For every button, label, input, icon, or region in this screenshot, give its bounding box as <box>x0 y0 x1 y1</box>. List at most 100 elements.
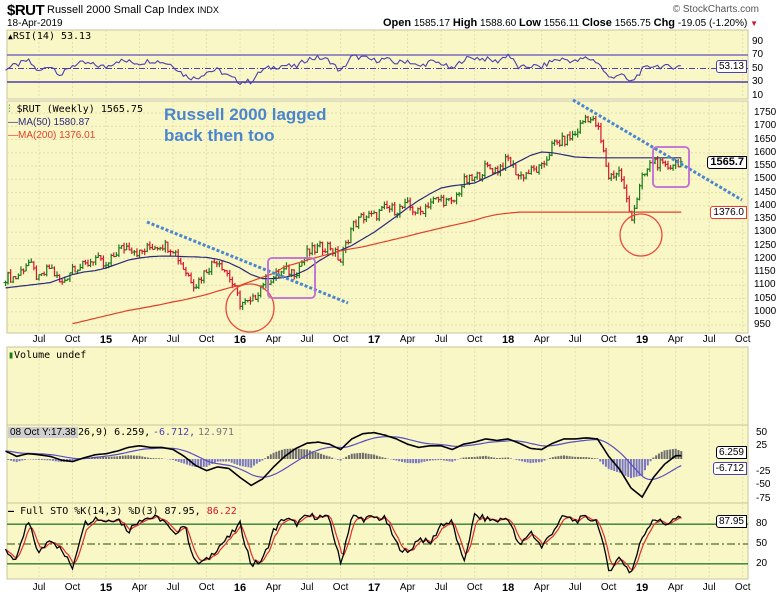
macd-tag: 6.259 <box>715 446 747 459</box>
macd-histogram-bar <box>197 459 200 467</box>
macd-histogram-bar <box>244 459 247 467</box>
x-tick-label: Oct <box>466 582 483 593</box>
macd-histogram-bar <box>602 459 605 465</box>
macd-histogram-bar <box>582 457 585 459</box>
ma200-legend-text: MA(200) 1376.01 <box>18 130 96 141</box>
macd-histogram-bar <box>205 459 208 467</box>
x-tick-label: Jul <box>434 582 448 593</box>
macd-histogram-bar <box>152 458 155 459</box>
price-tick-label: 950 <box>754 319 771 330</box>
trendline-2018 <box>572 98 743 202</box>
x-tick-label: Oct <box>734 582 751 593</box>
macd-histogram-bar <box>521 459 524 462</box>
macd-histogram-bar <box>479 456 482 459</box>
macd-histogram-bar <box>509 458 512 459</box>
macd-histogram-bar <box>211 459 214 464</box>
x-tick-label: Oct <box>198 582 215 593</box>
price-tick-label: 1250 <box>754 239 777 251</box>
macd-histogram-bar <box>180 459 183 463</box>
macd-histogram-bar <box>331 457 334 459</box>
macd-histogram-bar <box>186 459 189 465</box>
x-tick-label: Jul <box>434 334 448 345</box>
open-label: Open <box>382 17 412 29</box>
macd-histogram-bar <box>529 459 532 464</box>
macd-histogram-bar <box>515 459 518 460</box>
chart-panel <box>6 346 749 426</box>
macd-histogram-bar <box>96 456 99 459</box>
x-tick-label: Oct <box>466 334 483 345</box>
macd-signal-value: -6.712, <box>153 427 196 438</box>
macd-histogram-bar <box>38 459 40 460</box>
macd-histogram-bar <box>535 459 538 463</box>
macd-histogram-bar <box>202 459 205 467</box>
macd-histogram-bar <box>149 458 152 459</box>
macd-histogram-bar <box>669 449 672 459</box>
macd-histogram-bar <box>476 456 479 459</box>
macd-histogram-bar <box>219 459 222 462</box>
macd-histogram-bar <box>306 449 309 459</box>
macd-histogram-bar <box>174 459 177 461</box>
macd-histogram-bar <box>361 452 364 459</box>
x-tick-label: Apr <box>399 582 416 593</box>
ma50-line <box>5 151 682 289</box>
x-tick-label: Oct <box>332 334 349 345</box>
macd-histogram-bar <box>378 456 381 459</box>
price-legend: ⫶ $RUT (Weekly) 1565.75 <box>8 104 143 115</box>
macd-histogram-bar <box>57 459 60 462</box>
x-tick-label: Oct <box>600 334 617 345</box>
macd-histogram-bar <box>487 456 490 459</box>
rsi-tag: 53.13 <box>715 60 747 73</box>
macd-histogram-bar <box>624 459 627 476</box>
macd-histogram-bar <box>160 458 163 459</box>
macd-histogram-bar <box>412 459 415 464</box>
ma50-legend-text: MA(50) 1580.87 <box>18 117 90 128</box>
macd-histogram-bar <box>7 459 10 460</box>
macd-histogram-bar <box>322 454 325 459</box>
macd-histogram-bar <box>320 453 323 459</box>
macd-histogram-bar <box>607 459 610 469</box>
macd-histogram-bar <box>275 451 278 459</box>
macd-histogram-bar <box>350 453 353 459</box>
rsi-legend: ▲RSI(14) 53.13 <box>8 31 91 42</box>
price-tick-label: 1000 <box>754 305 777 317</box>
macd-histogram-bar <box>417 459 420 464</box>
macd-histogram-bar <box>102 457 105 459</box>
macd-value: 26,9) 6.259, <box>77 427 151 438</box>
x-tick-label: Apr <box>131 582 148 593</box>
macd-histogram-bar <box>364 453 367 459</box>
volume-legend-text: Volume undef <box>14 350 87 361</box>
macd-histogram-bar <box>294 448 297 459</box>
macd-histogram-bar <box>227 459 230 462</box>
macd-histogram-bar <box>423 459 426 462</box>
macd-histogram-bar <box>666 449 669 459</box>
price-tick-label: 1450 <box>754 186 777 198</box>
low-label: Low <box>518 17 541 29</box>
macd-histogram-bar <box>292 448 295 459</box>
macd-histogram-bar <box>336 459 339 460</box>
rsi-tick-label: 30 <box>752 76 764 87</box>
macd-histogram-bar <box>590 457 593 459</box>
macd-histogram-bar <box>470 457 473 459</box>
brand: © StockCharts.com <box>672 4 759 15</box>
macd-histogram-bar <box>105 457 108 459</box>
macd-histogram-bar <box>557 456 560 459</box>
macd-histogram-bar <box>373 454 376 459</box>
macd-histogram-bar <box>325 455 328 459</box>
macd-tick-label: -50 <box>756 479 771 491</box>
macd-histogram-bar <box>40 459 43 460</box>
macd-histogram-bar <box>314 452 317 459</box>
rsi-tick-label: 70 <box>752 49 764 60</box>
price-tick-label: 1750 <box>754 107 777 118</box>
macd-histogram-bar <box>280 449 283 459</box>
macd-histogram-bar <box>426 459 429 462</box>
macd-histogram-bar <box>401 459 404 462</box>
macd-tick-label: 25 <box>756 439 768 451</box>
bars-icon: ⫶ <box>8 104 11 115</box>
macd-histogram-bar <box>451 459 454 462</box>
x-tick-label: Apr <box>399 334 416 345</box>
macd-histogram-bar <box>116 456 119 459</box>
exchange: INDX <box>197 5 219 15</box>
x-tick-label: Jul <box>32 334 46 345</box>
macd-histogram-bar <box>258 459 261 462</box>
